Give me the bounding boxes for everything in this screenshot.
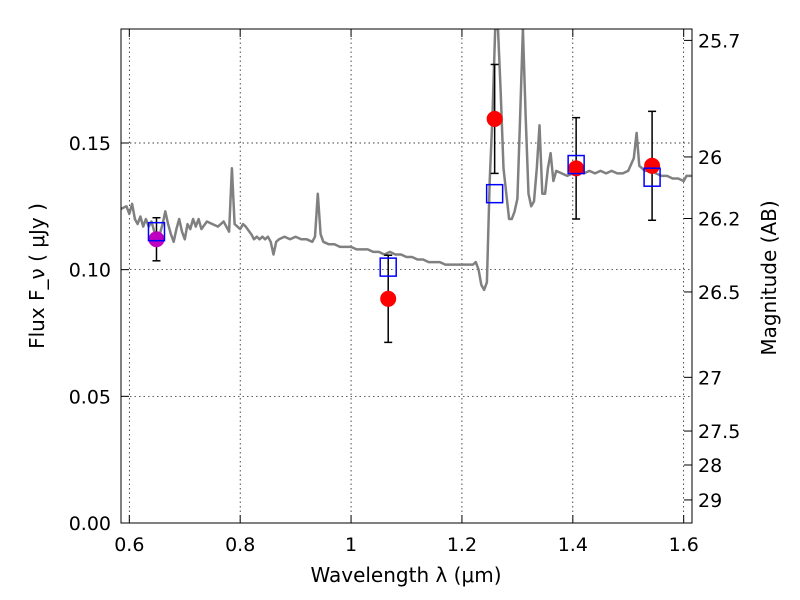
observed-point (380, 290, 397, 307)
y2-tick-label: 27 (698, 367, 722, 389)
x-axis-label: Wavelength λ (μm) (310, 563, 501, 587)
model-layer (147, 154, 661, 277)
y2-tick-label: 26.5 (698, 282, 740, 304)
ticks-layer: 0.6 0.8 1 1.2 1.4 1.6 0.00 0.05 0.10 0.15 25.7 26 26… (69, 29, 740, 556)
model-square (567, 154, 585, 175)
x-tick-label: 1.6 (669, 534, 699, 556)
observed-point (644, 157, 661, 174)
plot-background (121, 29, 692, 523)
model-square (147, 221, 166, 242)
y2-tick-label: 28 (698, 455, 722, 477)
x-tick-label: 1.4 (558, 534, 588, 556)
y2-tick-label: 27.5 (698, 421, 740, 443)
x-tick-label: 0.6 (114, 534, 144, 556)
model-square (379, 257, 397, 277)
y2-tick-label: 25.7 (698, 30, 740, 52)
y-tick-label: 0.05 (69, 386, 111, 408)
y2-tick-label: 29 (698, 490, 722, 512)
model-square (485, 183, 504, 204)
x-tick-label: 1.2 (447, 534, 477, 556)
y-tick-label: 0.00 (69, 513, 111, 535)
observed-point (486, 110, 503, 127)
y2-axis-label: Magnitude (AB) (757, 200, 781, 355)
grid-lines (121, 29, 692, 523)
observed-layer (148, 110, 661, 307)
observed-point (148, 231, 165, 248)
plot-frame (120, 28, 693, 524)
model-square (643, 167, 661, 187)
y-tick-label: 0.10 (69, 260, 111, 282)
y-axis-label: Flux F_ν ( μJy ) (25, 203, 49, 349)
y2-tick-label: 26.2 (698, 208, 740, 230)
x-tick-label: 0.8 (225, 534, 255, 556)
y-tick-label: 0.15 (69, 133, 111, 155)
x-tick-label: 1 (345, 534, 357, 556)
y2-tick-label: 26 (698, 147, 722, 169)
